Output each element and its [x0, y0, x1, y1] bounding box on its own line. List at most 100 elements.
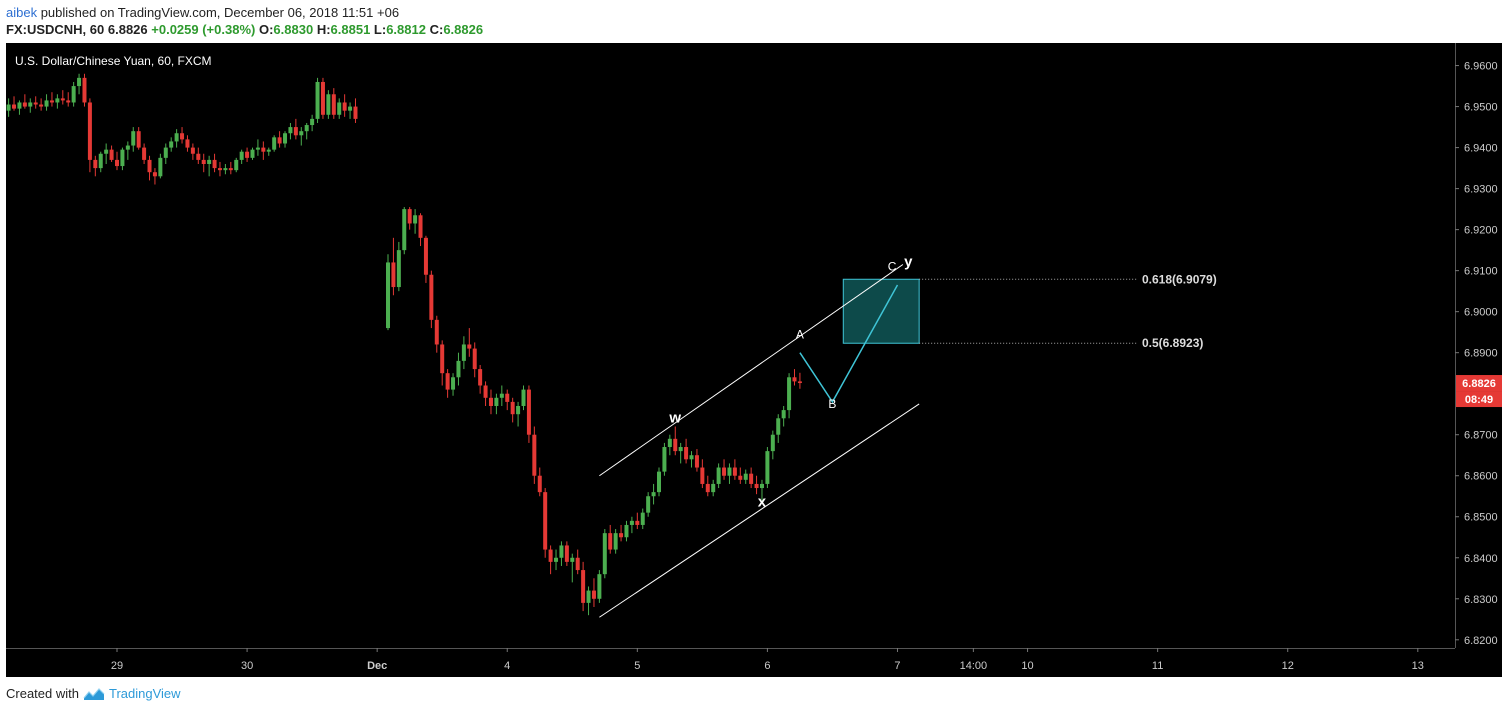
candle: [234, 157, 239, 173]
candle-body: [109, 149, 114, 160]
candle: [266, 147, 271, 156]
candle-body: [749, 473, 754, 484]
candle: [564, 541, 569, 566]
candle-body: [667, 438, 672, 448]
candle-body: [136, 131, 141, 148]
candle: [87, 98, 92, 173]
candle-body: [115, 159, 119, 167]
candle: [749, 467, 754, 489]
candle: [104, 143, 109, 164]
candle-body: [152, 172, 157, 177]
candle: [39, 98, 44, 111]
candle: [396, 241, 401, 292]
candle-body: [619, 533, 624, 538]
candle: [689, 451, 694, 468]
candle-body: [201, 159, 206, 164]
candle-body: [163, 147, 168, 158]
candle: [77, 73, 82, 95]
y-tick-label: 6.8700: [1464, 430, 1498, 442]
candle: [467, 328, 472, 357]
change-value: +0.0259 (+0.38%): [151, 22, 256, 37]
candle: [597, 570, 602, 603]
candle-body: [678, 447, 683, 452]
candle: [575, 549, 580, 575]
candle-body: [765, 451, 770, 484]
candle-body: [315, 81, 320, 119]
chart-area[interactable]: U.S. Dollar/Chinese Yuan, 60, FXCM 6.9600…: [6, 43, 1502, 677]
candle-body: [537, 475, 542, 493]
candle-body: [461, 344, 466, 361]
target-zone-box: [842, 278, 920, 344]
candle: [245, 147, 250, 162]
candle-body: [326, 94, 331, 115]
candle: [337, 98, 342, 119]
candle-body: [792, 377, 797, 382]
candle-body: [245, 151, 250, 158]
author-link[interactable]: aibek: [6, 5, 38, 20]
candle-body: [49, 100, 54, 103]
candle: [22, 94, 27, 109]
candle-body: [120, 149, 125, 167]
candle: [147, 155, 152, 181]
candle-body: [266, 149, 271, 152]
candle-body: [797, 381, 802, 384]
candle: [521, 385, 526, 411]
candlestick-chart[interactable]: U.S. Dollar/Chinese Yuan, 60, FXCM 6.9600…: [6, 43, 1502, 677]
candle-body: [516, 406, 521, 415]
candle-body: [402, 209, 407, 251]
candle: [407, 207, 412, 230]
candle-body: [521, 389, 526, 406]
projection-path: [799, 284, 899, 404]
candle-body: [386, 262, 390, 329]
candle-body: [180, 133, 185, 140]
candle-body: [640, 512, 645, 525]
candle-body: [602, 533, 607, 575]
candle: [591, 578, 596, 607]
candle-body: [662, 447, 667, 472]
candle-body: [488, 397, 493, 406]
x-tick-label: 7: [894, 660, 900, 672]
candle: [510, 397, 515, 423]
candle: [402, 207, 407, 255]
candle: [440, 340, 445, 386]
y-tick-label: 6.8400: [1464, 553, 1498, 565]
wave-label: x: [758, 493, 767, 510]
candle: [673, 426, 678, 456]
candle-body: [77, 77, 82, 87]
candle: [304, 122, 309, 140]
chart-background: [6, 43, 1502, 677]
high-value: 6.8851: [330, 22, 371, 37]
candle-body: [239, 151, 244, 160]
candle: [315, 77, 320, 123]
candle: [71, 81, 76, 107]
candle-body: [55, 98, 60, 103]
candle-body: [613, 533, 618, 550]
candle-body: [429, 274, 434, 320]
close-value: 6.8826: [443, 22, 484, 37]
candle-body: [418, 215, 423, 238]
candle: [646, 492, 651, 517]
wave-label: w: [668, 409, 681, 426]
candle: [429, 270, 434, 329]
candle: [180, 127, 185, 144]
tradingview-logo-icon: [83, 687, 105, 700]
candle-body: [494, 397, 499, 406]
candle-body: [17, 102, 22, 109]
tradingview-brand[interactable]: TradingView: [108, 686, 181, 701]
candle-body: [586, 590, 591, 603]
candle: [472, 342, 477, 378]
candle: [55, 94, 60, 109]
candle: [326, 90, 331, 119]
candle-body: [337, 102, 342, 115]
candle: [532, 426, 537, 484]
candle: [348, 102, 353, 119]
candle-body: [228, 168, 233, 171]
candle: [136, 127, 141, 150]
publish-line: aibek published on TradingView.com, Dece…: [6, 4, 483, 21]
candle: [678, 442, 683, 464]
candle-body: [564, 545, 569, 562]
candle: [613, 529, 618, 554]
candle: [548, 545, 553, 575]
candle-body: [87, 102, 92, 160]
candle: [6, 98, 11, 117]
